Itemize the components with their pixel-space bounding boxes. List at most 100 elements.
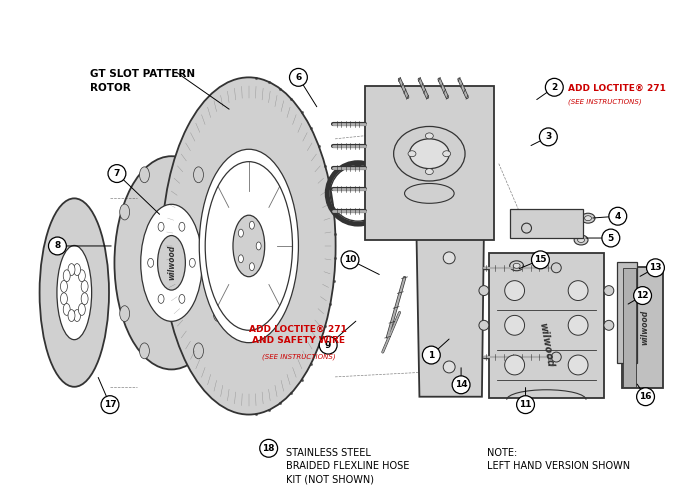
Text: 11: 11 [519, 400, 532, 409]
Ellipse shape [78, 270, 85, 282]
Circle shape [552, 352, 561, 362]
Circle shape [604, 320, 614, 330]
Ellipse shape [405, 183, 454, 204]
Circle shape [452, 376, 470, 394]
Text: 12: 12 [636, 291, 649, 300]
Ellipse shape [249, 221, 254, 229]
Ellipse shape [256, 242, 261, 250]
Ellipse shape [189, 258, 195, 267]
Circle shape [568, 315, 588, 335]
FancyBboxPatch shape [617, 262, 636, 363]
Ellipse shape [74, 264, 80, 276]
Ellipse shape [581, 213, 595, 223]
Ellipse shape [74, 310, 80, 322]
Circle shape [517, 396, 535, 413]
Text: (SEE INSTRUCTIONS): (SEE INSTRUCTIONS) [568, 98, 642, 105]
Circle shape [540, 128, 557, 146]
Ellipse shape [57, 246, 92, 340]
Text: wilwood: wilwood [538, 322, 555, 369]
Ellipse shape [408, 151, 416, 157]
Circle shape [505, 355, 524, 375]
Ellipse shape [63, 303, 70, 315]
Ellipse shape [162, 78, 335, 414]
Ellipse shape [443, 252, 455, 264]
Ellipse shape [40, 199, 109, 387]
Ellipse shape [214, 204, 223, 220]
Ellipse shape [139, 167, 149, 183]
Text: 8: 8 [55, 242, 60, 250]
Ellipse shape [239, 229, 244, 237]
Circle shape [479, 286, 489, 295]
Circle shape [290, 69, 307, 86]
Text: 3: 3 [545, 132, 552, 141]
Circle shape [609, 207, 626, 225]
Text: 4: 4 [615, 212, 621, 221]
Text: ADD LOCTITE® 271: ADD LOCTITE® 271 [568, 84, 666, 93]
Text: 1: 1 [428, 351, 435, 360]
Ellipse shape [233, 215, 265, 277]
Circle shape [505, 315, 524, 335]
Ellipse shape [120, 306, 130, 322]
Ellipse shape [68, 310, 75, 322]
Ellipse shape [158, 294, 164, 303]
Text: GT SLOT PATTERN
ROTOR: GT SLOT PATTERN ROTOR [90, 70, 195, 92]
Text: STAINLESS STEEL
BRAIDED FLEXLINE HOSE
KIT (NOT SHOWN): STAINLESS STEEL BRAIDED FLEXLINE HOSE KI… [286, 448, 409, 485]
Circle shape [319, 336, 337, 354]
Ellipse shape [63, 270, 70, 282]
Ellipse shape [210, 170, 288, 321]
Ellipse shape [410, 139, 449, 168]
Text: 18: 18 [262, 444, 275, 453]
Text: 5: 5 [608, 234, 614, 243]
Ellipse shape [574, 235, 588, 245]
Circle shape [522, 223, 531, 233]
Ellipse shape [81, 293, 88, 305]
Circle shape [422, 346, 440, 364]
Ellipse shape [193, 167, 204, 183]
Ellipse shape [193, 343, 204, 359]
Circle shape [552, 263, 561, 273]
Ellipse shape [426, 133, 433, 139]
Ellipse shape [239, 255, 244, 263]
Ellipse shape [141, 205, 202, 321]
Text: 15: 15 [534, 255, 547, 264]
Ellipse shape [139, 343, 149, 359]
Text: NOTE:
LEFT HAND VERSION SHOWN: NOTE: LEFT HAND VERSION SHOWN [487, 448, 630, 471]
FancyBboxPatch shape [510, 209, 583, 238]
Circle shape [636, 388, 655, 406]
Ellipse shape [249, 263, 254, 271]
FancyBboxPatch shape [365, 86, 493, 240]
FancyBboxPatch shape [623, 268, 636, 387]
Ellipse shape [179, 222, 185, 231]
Text: 9: 9 [325, 341, 331, 350]
Text: 14: 14 [455, 380, 468, 389]
Ellipse shape [120, 204, 130, 220]
Ellipse shape [158, 222, 164, 231]
Ellipse shape [115, 156, 228, 370]
Text: 13: 13 [649, 263, 661, 272]
Ellipse shape [443, 361, 455, 373]
Text: ADD LOCTITE® 271
AND SAFETY WIRE: ADD LOCTITE® 271 AND SAFETY WIRE [249, 326, 347, 345]
Ellipse shape [205, 162, 293, 330]
Circle shape [634, 287, 652, 304]
FancyBboxPatch shape [489, 253, 604, 398]
Circle shape [647, 259, 664, 277]
Text: (SEE INSTRUCTIONS): (SEE INSTRUCTIONS) [262, 353, 335, 360]
Circle shape [568, 281, 588, 300]
Text: 10: 10 [344, 255, 356, 264]
Text: 2: 2 [551, 83, 557, 92]
Circle shape [108, 165, 126, 182]
Ellipse shape [393, 126, 465, 181]
Circle shape [604, 286, 614, 295]
Text: 17: 17 [104, 400, 116, 409]
Circle shape [602, 229, 620, 247]
Circle shape [48, 237, 66, 255]
Ellipse shape [179, 294, 185, 303]
Polygon shape [416, 233, 484, 397]
Ellipse shape [442, 151, 451, 157]
Circle shape [479, 320, 489, 330]
Circle shape [531, 251, 550, 269]
Ellipse shape [214, 306, 223, 322]
FancyBboxPatch shape [622, 267, 664, 388]
Circle shape [260, 439, 278, 457]
Text: 16: 16 [639, 392, 652, 401]
